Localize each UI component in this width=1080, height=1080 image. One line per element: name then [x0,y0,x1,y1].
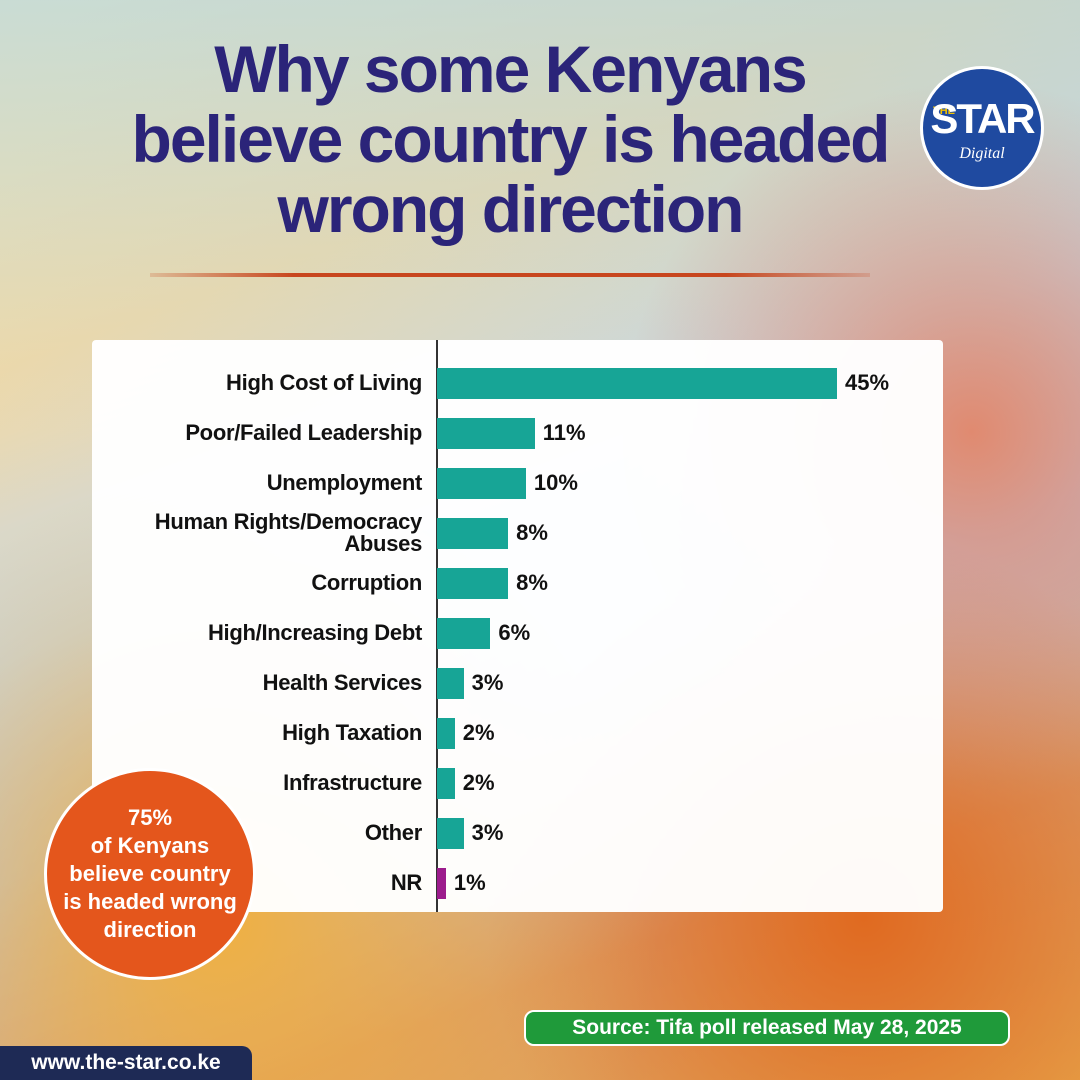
value-label: 2% [462,720,495,745]
value-label: 3% [471,820,504,845]
title-rule [150,273,870,277]
bar [437,517,509,549]
category-label: High Cost of Living [226,370,422,395]
category-label: High/Increasing Debt [207,620,422,645]
logo-top: THE [933,105,955,117]
bar-row: NR 1% [92,858,943,908]
bar-row: Poor/Failed Leadership 11% [92,408,943,458]
bar-row: Corruption 8% [92,558,943,608]
callout: 75% of Kenyans believe country is headed wr… [44,768,256,980]
bar-row: Health Services 3% [92,658,943,708]
bar-row: Infrastructure 2% [92,758,943,808]
chart-title: Why some Kenyans believe country is heade… [80,34,940,244]
bar [437,817,464,849]
value-label: 6% [498,620,531,645]
bar-area: 11% [437,417,586,449]
bar-area: 2% [437,717,495,749]
bar-row: Other 3% [92,808,943,858]
bar-row: Unemployment 10% [92,458,943,508]
title-line: wrong direction [277,172,745,246]
bar [437,567,509,599]
bar [437,867,446,899]
value-label: 3% [471,670,504,695]
bar-row: High Taxation 2% [92,708,943,758]
callout-line: direction [103,917,197,942]
category-label: NR [390,870,422,895]
bar-area: 8% [437,567,548,599]
category-label: Other [364,820,422,845]
value-label: 8% [516,570,548,595]
bar [437,717,455,749]
bar [437,667,464,699]
bar-area: 6% [437,617,531,649]
bar-area: 3% [437,817,504,849]
category-label: Poor/Failed Leadership [185,420,422,445]
bar-area: 3% [437,667,504,699]
callout-line: of Kenyans [90,833,210,858]
category-label: High Taxation [282,720,422,745]
bar-row: Human Rights/Democracy Abuses 8% [92,508,943,558]
bar [437,467,526,499]
bar-area: 45% [437,367,890,399]
value-label: 10% [533,470,578,495]
value-label: 1% [453,870,486,895]
bars: High Cost of Living 45% Poor/Failed Leader… [92,358,943,908]
category-label: Unemployment [266,470,423,495]
logo-sub: Digital [959,145,1005,162]
bar-row: High Cost of Living 45% [92,358,943,408]
value-label: 45% [845,370,890,395]
bar-row: High/Increasing Debt 6% [92,608,943,658]
bar-area: 2% [437,767,495,799]
bar-area: 10% [437,467,578,499]
callout-line: is headed wrong [63,889,237,914]
title-line: Why some Kenyans [214,32,808,106]
source: Source: Tifa poll released May 28, 2025 [524,1010,1010,1046]
website: www.the-star.co.ke [0,1046,252,1080]
title-line: believe country is headed [131,102,891,176]
bar-area: 1% [437,867,486,899]
bar [437,617,491,649]
category-label: Human Rights/Democracy Abuses [154,509,423,556]
logo: THE STAR Digital [920,66,1044,190]
category-label: Health Services [262,670,423,695]
bar [437,417,535,449]
callout-line: believe country [69,861,231,886]
callout-line: 75% [127,805,173,830]
category-label: Corruption [311,570,422,595]
bar [437,767,455,799]
value-label: 11% [542,420,586,445]
value-label: 8% [516,520,548,545]
logo-main: STAR [930,95,1035,142]
bar-area: 8% [437,517,548,549]
bar [437,367,837,399]
category-label: Infrastructure [283,770,422,795]
value-label: 2% [462,770,495,795]
